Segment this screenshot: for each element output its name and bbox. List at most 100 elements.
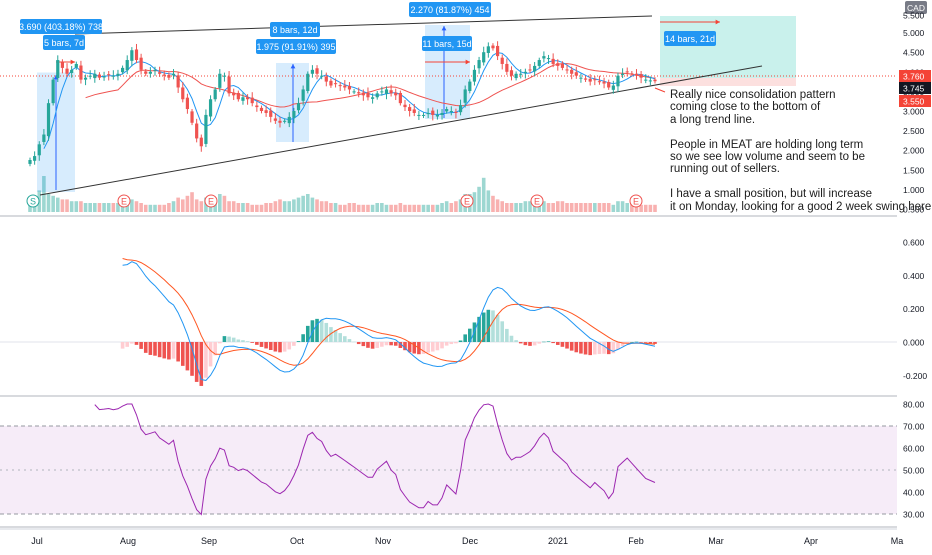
candle-body bbox=[46, 103, 51, 137]
time-tick: Mar bbox=[708, 536, 724, 546]
candle-body bbox=[361, 92, 365, 96]
candle-body bbox=[375, 93, 379, 98]
price-tick: 1.500 bbox=[903, 165, 925, 175]
candle-body bbox=[463, 89, 467, 103]
macd-histogram-bar bbox=[426, 342, 430, 353]
event-marker: E bbox=[530, 194, 544, 208]
measure-label-box bbox=[409, 2, 491, 17]
candle-body bbox=[324, 76, 328, 82]
volume-bar bbox=[106, 203, 111, 212]
candle-body bbox=[60, 62, 65, 68]
volume-bar bbox=[454, 201, 458, 212]
macd-histogram-bar bbox=[347, 339, 352, 342]
rsi-tick: 40.00 bbox=[903, 488, 925, 498]
price-tick: 5.500 bbox=[903, 11, 925, 21]
candle-body bbox=[620, 73, 625, 75]
macd-histogram-bar bbox=[518, 342, 523, 344]
macd-histogram-bar bbox=[199, 342, 204, 386]
measure-label-box bbox=[43, 35, 85, 50]
measure-arrowhead bbox=[715, 19, 720, 25]
macd-histogram-bar bbox=[505, 328, 509, 342]
macd-histogram-bar bbox=[481, 312, 486, 342]
event-marker-circle bbox=[204, 194, 218, 208]
macd-histogram-bar bbox=[468, 328, 472, 342]
volume-bar bbox=[634, 204, 639, 212]
macd-histogram-bar bbox=[324, 322, 329, 342]
volume-bar bbox=[597, 203, 602, 212]
candle-body bbox=[176, 75, 180, 88]
candle-body bbox=[570, 69, 574, 74]
time-tick: Feb bbox=[628, 536, 644, 546]
macd-histogram-bar bbox=[555, 342, 560, 345]
volume-bar bbox=[356, 204, 361, 212]
volume-bar bbox=[180, 199, 185, 212]
candle-body bbox=[259, 107, 264, 111]
rsi-tick: 30.00 bbox=[903, 510, 925, 520]
macd-histogram-bar bbox=[486, 309, 491, 342]
candle-body bbox=[74, 63, 78, 68]
macd-histogram-bar bbox=[565, 342, 569, 349]
macd-histogram-bar bbox=[421, 342, 426, 354]
candle-body bbox=[486, 46, 490, 53]
macd-histogram-bar bbox=[597, 342, 602, 355]
candle-body bbox=[88, 75, 92, 77]
candle-body bbox=[574, 72, 578, 76]
candle-body bbox=[653, 79, 657, 82]
volume-bar bbox=[278, 199, 282, 212]
candle-body bbox=[125, 60, 129, 71]
volume-bar bbox=[93, 203, 97, 212]
volume-bar bbox=[630, 203, 634, 212]
currency-text: CAD bbox=[907, 3, 925, 13]
candle-body bbox=[278, 120, 282, 123]
lower-trend-line bbox=[39, 65, 763, 196]
event-marker: E bbox=[460, 194, 474, 208]
time-tick: Nov bbox=[375, 536, 392, 546]
candle-body bbox=[153, 69, 157, 71]
volume-bar bbox=[426, 204, 430, 212]
macd-histogram-bar bbox=[403, 342, 407, 351]
volume-bar bbox=[236, 203, 241, 212]
rsi-band bbox=[0, 426, 897, 514]
candle-body bbox=[93, 73, 97, 79]
price-tick: 2.500 bbox=[903, 126, 925, 136]
measure-label-3b: 11 bars, 15d bbox=[422, 36, 472, 51]
volume-bar bbox=[449, 203, 454, 212]
volume-bar bbox=[55, 197, 60, 212]
macd-histogram-bar bbox=[435, 342, 440, 351]
candle-body bbox=[639, 74, 643, 78]
candle-body bbox=[403, 104, 407, 108]
macd-histogram-bar bbox=[264, 342, 268, 349]
volume-bar bbox=[296, 197, 301, 212]
candle-body bbox=[208, 99, 213, 117]
volume-bar bbox=[643, 204, 648, 212]
macd-histogram-bar bbox=[157, 342, 162, 358]
price-tick: 4.500 bbox=[903, 48, 925, 58]
macd-histogram-bar bbox=[130, 342, 134, 344]
macd-tick: 0.200 bbox=[903, 304, 925, 314]
volume-bar bbox=[46, 194, 51, 212]
macd-histogram-bar bbox=[370, 342, 375, 349]
candle-body bbox=[644, 79, 648, 81]
volume-bar bbox=[616, 201, 620, 212]
measure-arrowhead bbox=[53, 75, 59, 80]
macd-histogram-bar bbox=[574, 342, 579, 353]
candle-body bbox=[347, 85, 352, 90]
volume-bar bbox=[143, 204, 148, 212]
macd-tick: 0.600 bbox=[903, 238, 925, 248]
macd-histogram-bar bbox=[282, 342, 287, 352]
volume-bar bbox=[245, 203, 250, 212]
volume-bar bbox=[639, 204, 643, 212]
macd-histogram-bar bbox=[560, 342, 565, 347]
macd-histogram-bar bbox=[315, 318, 319, 342]
macd-histogram-bar bbox=[491, 310, 495, 342]
candle-body bbox=[222, 75, 227, 77]
measure-arrowhead bbox=[290, 64, 296, 69]
candle-body bbox=[593, 79, 597, 81]
volume-bar bbox=[88, 203, 92, 212]
candle-body bbox=[343, 85, 347, 88]
macd-histogram-bar bbox=[588, 342, 592, 356]
macd-histogram-bar bbox=[653, 342, 657, 344]
volume-bar bbox=[102, 203, 106, 212]
